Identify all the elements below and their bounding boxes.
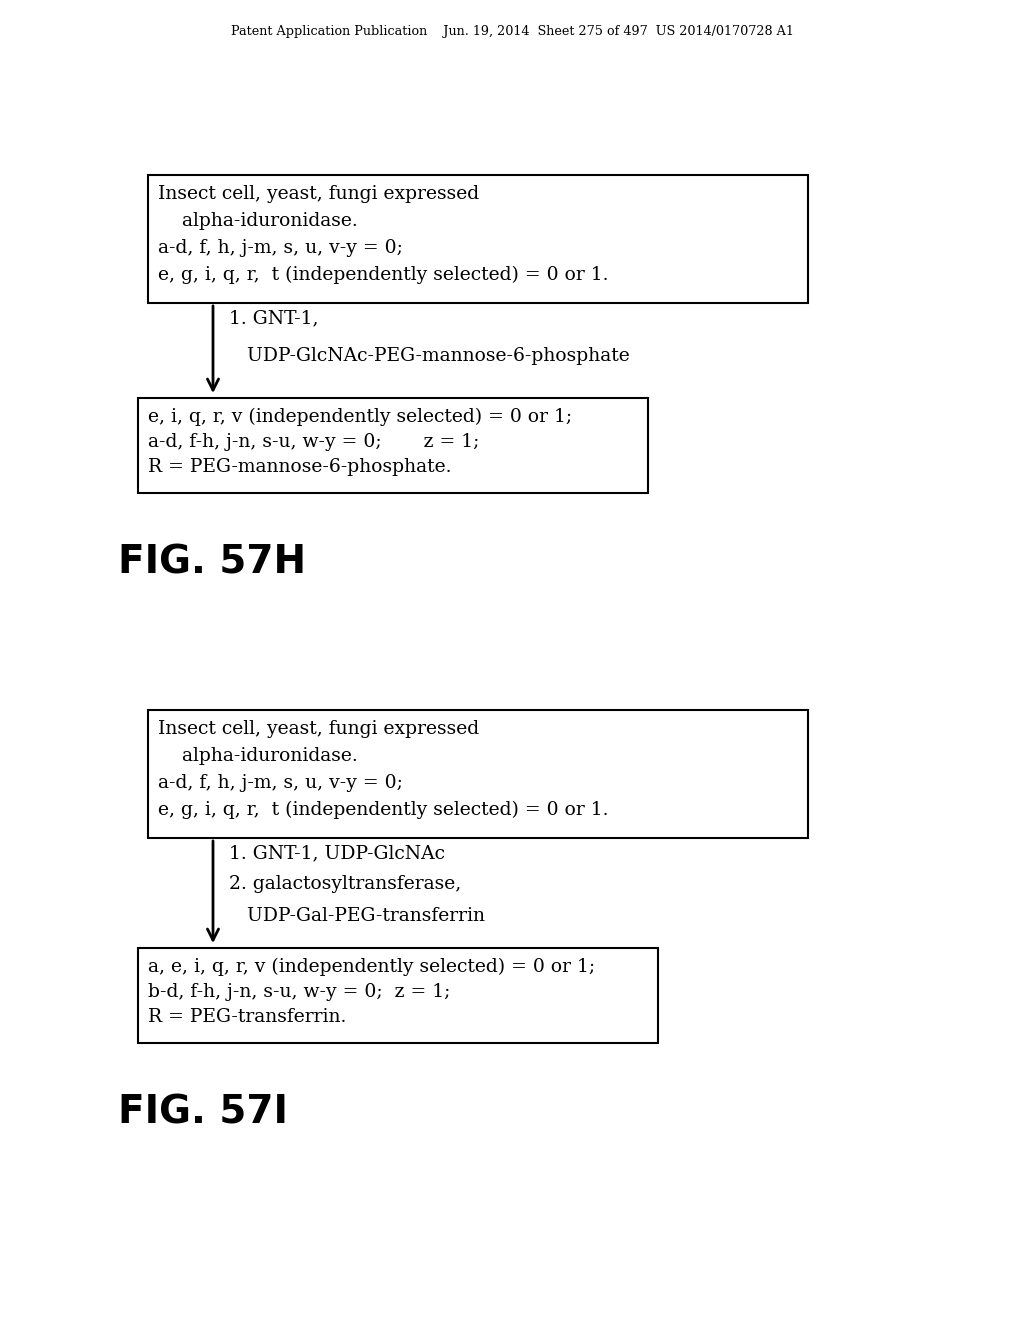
Text: 1. GNT-1, UDP-GlcNAc: 1. GNT-1, UDP-GlcNAc (229, 843, 445, 862)
Text: b-d, f-h, j-n, s-u, w-y = 0;  z = 1;: b-d, f-h, j-n, s-u, w-y = 0; z = 1; (148, 983, 451, 1001)
Text: alpha-iduronidase.: alpha-iduronidase. (158, 747, 357, 766)
Text: a-d, f, h, j-m, s, u, v-y = 0;: a-d, f, h, j-m, s, u, v-y = 0; (158, 774, 402, 792)
Text: a-d, f, h, j-m, s, u, v-y = 0;: a-d, f, h, j-m, s, u, v-y = 0; (158, 239, 402, 257)
FancyBboxPatch shape (148, 176, 808, 304)
Text: e, g, i, q, r,  t (independently selected) = 0 or 1.: e, g, i, q, r, t (independently selected… (158, 801, 608, 820)
Text: alpha-iduronidase.: alpha-iduronidase. (158, 213, 357, 230)
Text: UDP-GlcNAc-PEG-mannose-6-phosphate: UDP-GlcNAc-PEG-mannose-6-phosphate (229, 347, 630, 366)
Text: Insect cell, yeast, fungi expressed: Insect cell, yeast, fungi expressed (158, 719, 479, 738)
Text: Patent Application Publication    Jun. 19, 2014  Sheet 275 of 497  US 2014/01707: Patent Application Publication Jun. 19, … (230, 25, 794, 38)
Text: a-d, f-h, j-n, s-u, w-y = 0;       z = 1;: a-d, f-h, j-n, s-u, w-y = 0; z = 1; (148, 433, 479, 451)
FancyBboxPatch shape (138, 948, 658, 1043)
Text: FIG. 57I: FIG. 57I (118, 1093, 288, 1131)
Text: e, i, q, r, v (independently selected) = 0 or 1;: e, i, q, r, v (independently selected) =… (148, 408, 572, 426)
Text: a, e, i, q, r, v (independently selected) = 0 or 1;: a, e, i, q, r, v (independently selected… (148, 958, 595, 977)
Text: UDP-Gal-PEG-transferrin: UDP-Gal-PEG-transferrin (229, 907, 485, 925)
Text: 2. galactosyltransferase,: 2. galactosyltransferase, (229, 875, 461, 894)
FancyBboxPatch shape (138, 399, 648, 492)
Text: Insect cell, yeast, fungi expressed: Insect cell, yeast, fungi expressed (158, 185, 479, 203)
Text: R = PEG-transferrin.: R = PEG-transferrin. (148, 1008, 346, 1026)
FancyBboxPatch shape (148, 710, 808, 838)
Text: R = PEG-mannose-6-phosphate.: R = PEG-mannose-6-phosphate. (148, 458, 452, 477)
Text: FIG. 57H: FIG. 57H (118, 543, 306, 581)
Text: e, g, i, q, r,  t (independently selected) = 0 or 1.: e, g, i, q, r, t (independently selected… (158, 267, 608, 284)
Text: 1. GNT-1,: 1. GNT-1, (229, 309, 318, 327)
